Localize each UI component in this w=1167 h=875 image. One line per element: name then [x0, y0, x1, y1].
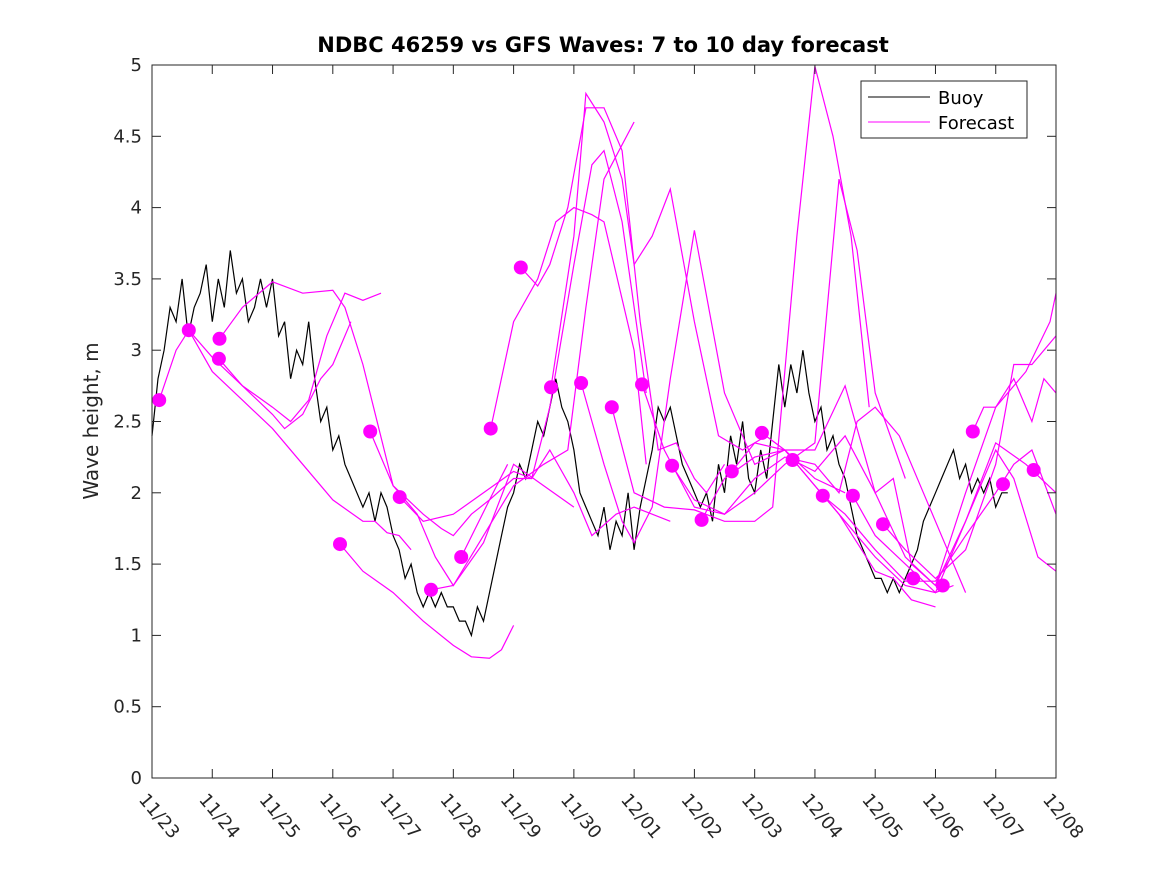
plot-frame: [151, 64, 1057, 779]
forecast-line-19: [761, 293, 1057, 587]
forecast-start-marker: [906, 571, 921, 586]
x-tick-label: 12/04: [797, 790, 846, 843]
forecast-start-marker: [513, 260, 528, 275]
forecast-line-11: [520, 107, 726, 494]
forecast-start-marker: [211, 351, 226, 366]
forecast-start-marker: [1026, 463, 1041, 477]
forecast-line-7: [399, 448, 671, 537]
forecast-line-1: [158, 321, 352, 430]
x-tick-label: 11/28: [436, 790, 485, 843]
forecast-start-marker: [454, 550, 469, 564]
x-tick-label: 12/06: [918, 790, 967, 843]
forecast-line-22: [852, 448, 1057, 594]
legend-label-forecast: Forecast: [938, 113, 1014, 134]
y-axis-label: Wave height, m: [79, 342, 103, 499]
forecast-line-4: [219, 281, 509, 537]
forecast-line-6: [369, 431, 575, 587]
y-tick-label: 1: [131, 625, 142, 646]
forecast-line-13: [580, 230, 846, 544]
forecast-start-marker: [724, 464, 739, 479]
y-tick-label: 3.5: [113, 269, 142, 290]
forecast-start-marker: [181, 323, 196, 338]
x-tick-label: 11/25: [255, 790, 304, 843]
forecast-start-marker: [845, 488, 860, 503]
forecast-start-marker: [635, 377, 649, 392]
y-tick-label: 0.5: [113, 697, 142, 718]
forecast-start-marker: [965, 424, 980, 439]
x-tick-label: 11/29: [496, 790, 545, 843]
forecast-start-marker: [754, 425, 769, 440]
y-tick-label: 2.5: [113, 412, 142, 433]
x-tick-label: 11/30: [556, 790, 605, 843]
legend-label-buoy: Buoy: [938, 88, 984, 109]
y-tick-label: 0: [131, 768, 142, 789]
y-tick-label: 5: [131, 55, 142, 76]
forecast-start-marker: [815, 488, 830, 503]
y-tick-label: 4.5: [113, 126, 142, 147]
chart-title: NDBC 46259 vs GFS Waves: 7 to 10 day for…: [317, 33, 888, 57]
x-tick-label: 12/05: [857, 790, 906, 843]
forecast-line-8: [430, 121, 635, 591]
legend: Buoy Forecast: [860, 80, 1028, 139]
x-tick-label: 11/26: [315, 790, 364, 843]
x-tick-label: 11/23: [134, 790, 183, 843]
forecast-start-marker: [212, 331, 227, 346]
y-tick-label: 4: [131, 198, 142, 219]
forecast-line-10: [490, 206, 647, 465]
forecast-line-18: [731, 442, 936, 608]
forecast-line-9: [460, 149, 647, 558]
forecast-line-21: [822, 449, 1057, 582]
x-tick-label: 12/01: [616, 790, 665, 843]
forecast-line-14: [611, 66, 870, 522]
forecast-line-2: [188, 329, 412, 551]
forecast-line-16: [671, 406, 967, 593]
forecast-line-5: [339, 543, 515, 659]
y-tick-label: 2: [131, 483, 142, 504]
x-tick-label: 12/07: [978, 790, 1027, 843]
forecast-start-marker: [392, 490, 407, 505]
forecast-line-15: [641, 178, 906, 515]
forecast-start-marker: [785, 453, 800, 467]
plot-marks: [151, 66, 1057, 659]
forecast-start-marker: [996, 477, 1010, 492]
forecast-start-marker: [665, 458, 680, 473]
forecast-line-23: [882, 335, 1057, 580]
forecast-line-20: [792, 434, 1057, 587]
forecast-start-marker: [544, 380, 558, 395]
legend-box: [860, 80, 1028, 139]
forecast-start-marker: [604, 400, 619, 415]
forecast-start-marker: [935, 578, 950, 593]
y-tick-label: 3: [131, 340, 142, 361]
x-tick-label: 12/02: [677, 790, 726, 843]
buoy-line: [151, 250, 1008, 638]
forecast-line-24: [972, 377, 1057, 432]
forecast-start-marker: [152, 393, 167, 408]
x-tick-label: 12/08: [1038, 790, 1087, 843]
forecast-start-marker: [424, 582, 438, 597]
forecast-start-marker: [333, 537, 347, 552]
forecast-start-marker: [876, 517, 890, 532]
forecast-start-marker: [574, 376, 589, 390]
x-tick-label: 12/03: [737, 790, 786, 843]
x-tick-label: 11/27: [375, 790, 424, 843]
forecast-start-marker: [363, 424, 378, 439]
forecast-start-marker: [694, 512, 709, 527]
y-tick-label: 1.5: [113, 554, 142, 575]
forecast-start-marker: [483, 421, 498, 436]
forecast-line-3: [218, 292, 382, 423]
x-tick-label: 11/24: [194, 790, 243, 843]
forecast-line-12: [550, 91, 768, 451]
